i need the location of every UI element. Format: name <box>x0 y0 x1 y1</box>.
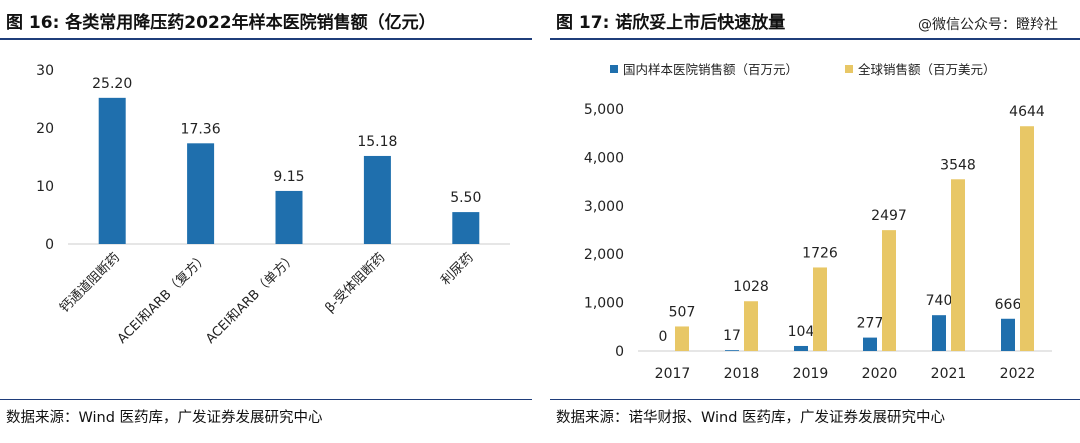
data-label: 1028 <box>733 279 769 295</box>
chart-title: 图 16: 各类常用降压药2022年样本医院销售额（亿元） <box>6 13 436 33</box>
source-divider <box>0 399 532 400</box>
data-label: 104 <box>788 324 815 340</box>
legend-swatch <box>610 65 618 73</box>
title-divider <box>0 38 532 40</box>
bar <box>863 337 877 351</box>
x-tick-label: 2020 <box>862 366 898 382</box>
data-label: 17 <box>723 328 741 344</box>
chart-title: 图 17: 诺欣妥上市后快速放量 <box>556 13 786 33</box>
legend-label: 全球销售额（百万美元） <box>858 62 996 77</box>
data-label: 25.20 <box>92 76 132 92</box>
x-tick-label: 2018 <box>724 366 760 382</box>
x-tick-label: 2019 <box>793 366 829 382</box>
bar <box>932 315 946 351</box>
bar <box>794 345 808 351</box>
data-label: 277 <box>857 316 884 332</box>
data-label: 1726 <box>802 245 838 261</box>
x-tick-label: 2022 <box>1000 366 1036 382</box>
bar <box>725 350 739 351</box>
right-chart-panel: 图 17: 诺欣妥上市后快速放量 @微信公众号：瞪羚社 国内样本医院销售额（百万… <box>550 0 1080 443</box>
data-label: 3548 <box>940 157 976 173</box>
y-tick-label: 2,000 <box>584 247 624 263</box>
bar <box>813 267 827 351</box>
bar <box>363 155 391 244</box>
data-label: 9.15 <box>273 169 304 185</box>
data-label: 666 <box>995 297 1022 313</box>
data-label: 0 <box>659 329 668 345</box>
x-tick-label: ACEI和ARB（复方） <box>114 250 211 347</box>
bar <box>1020 126 1034 351</box>
watermark: @微信公众号：瞪羚社 <box>918 17 1058 33</box>
x-tick-label: 利尿药 <box>438 250 476 288</box>
bar <box>275 190 303 244</box>
data-label: 5.50 <box>450 190 481 206</box>
source-note: 数据来源：Wind 医药库，广发证券发展研究中心 <box>6 410 323 426</box>
source-divider <box>550 399 1080 400</box>
x-tick-label: 2021 <box>931 366 967 382</box>
bar <box>744 301 758 351</box>
bar <box>452 212 480 244</box>
x-tick-label: β-受体阻断药 <box>322 250 388 316</box>
y-tick-label: 30 <box>36 63 54 79</box>
left-bar-chart: 0 10 20 30 25.20 钙通道阻断药 17.36 ACEI和ARB（复方） 9.15 A… <box>36 63 510 347</box>
legend-swatch <box>845 65 853 73</box>
data-label: 4644 <box>1009 104 1045 120</box>
y-tick-label: 20 <box>36 121 54 137</box>
right-grouped-bar-chart: 国内样本医院销售额（百万元） 全球销售额（百万美元） 0 1,000 2,000 3,00… <box>584 62 1052 382</box>
y-tick-label: 5,000 <box>584 102 624 118</box>
bar <box>675 326 689 351</box>
y-tick-label: 0 <box>45 237 54 253</box>
x-tick-label: ACEI和ARB（单方） <box>203 250 300 347</box>
data-label: 17.36 <box>181 121 221 137</box>
legend-label: 国内样本医院销售额（百万元） <box>623 62 798 77</box>
data-label: 15.18 <box>357 134 397 150</box>
data-label: 740 <box>926 293 953 309</box>
left-chart-panel: 图 16: 各类常用降压药2022年样本医院销售额（亿元） 0 10 20 30 25.… <box>0 0 532 443</box>
y-tick-label: 10 <box>36 179 54 195</box>
data-label: 2497 <box>871 208 907 224</box>
x-tick-label: 2017 <box>655 366 691 382</box>
y-tick-label: 4,000 <box>584 150 624 166</box>
x-tick-label: 钙通道阻断药 <box>57 250 123 316</box>
bar <box>187 143 215 244</box>
bar <box>98 97 126 244</box>
bar <box>951 179 965 351</box>
y-tick-label: 1,000 <box>584 296 624 312</box>
source-note: 数据来源：诺华财报、Wind 医药库，广发证券发展研究中心 <box>556 410 946 426</box>
y-tick-label: 0 <box>615 344 624 360</box>
bar <box>882 230 896 351</box>
title-divider <box>550 38 1080 40</box>
bar <box>1001 318 1015 351</box>
data-label: 507 <box>669 304 696 320</box>
y-tick-label: 3,000 <box>584 199 624 215</box>
